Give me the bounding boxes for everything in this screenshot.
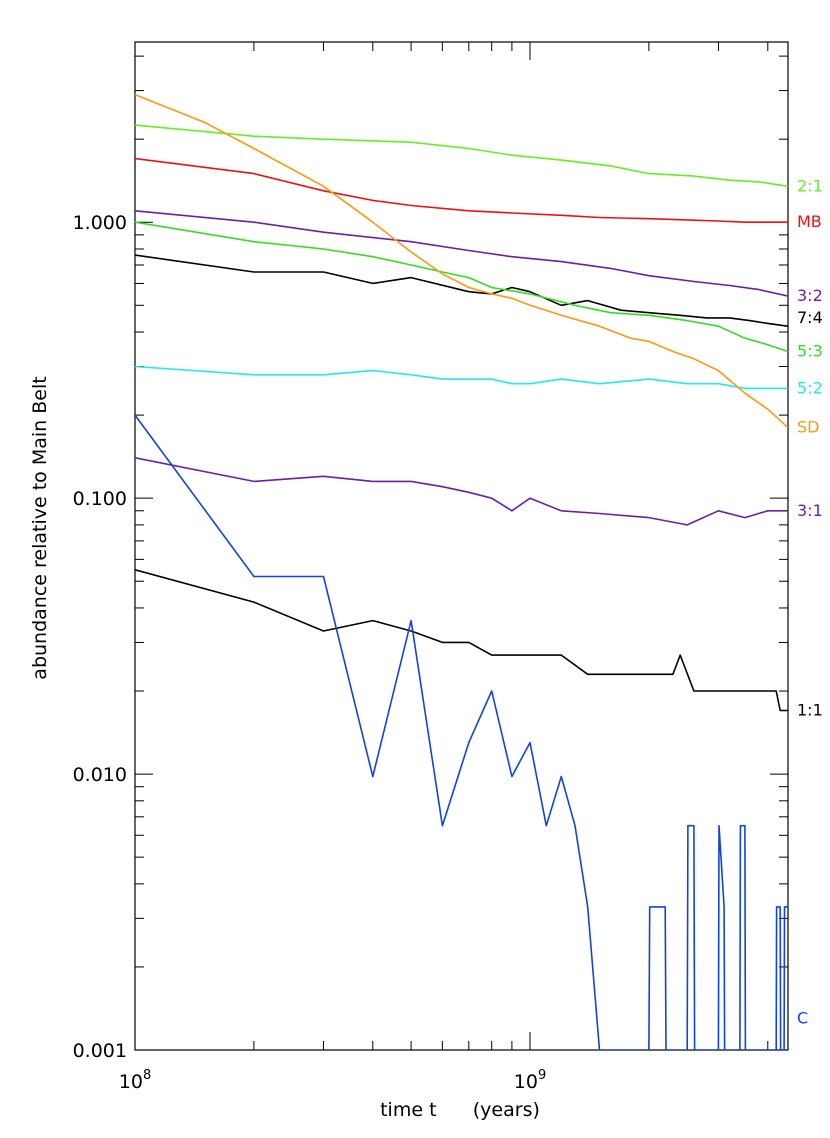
tick-labels: 0.001 0.010 0.100 1.000 108 109: [73, 212, 547, 1093]
series-label-mb: MB: [797, 212, 822, 231]
series-line-7-4: [135, 254, 788, 327]
series-line-1-1: [135, 569, 788, 712]
x-tick-label: 108: [119, 1068, 151, 1093]
series-line-c: [135, 414, 788, 1050]
series-line-5-3: [135, 221, 788, 353]
series-label-3-2: 3:2: [797, 286, 823, 305]
y-tick-label: 1.000: [73, 212, 127, 234]
series-label-1-1: 1:1: [797, 700, 823, 719]
series-label-2-1: 2:1: [797, 176, 823, 195]
series-label-sd: SD: [797, 418, 819, 437]
series-line-sd: [135, 93, 788, 429]
series-label-3-1: 3:1: [797, 501, 823, 520]
series-line-2-1: [135, 124, 788, 188]
y-tick-label: 0.010: [73, 764, 127, 786]
x-axis-title: time t (years): [380, 1099, 540, 1121]
series-label-5-2: 5:2: [797, 378, 823, 397]
series-line-3-2: [135, 210, 788, 297]
series-labels: 2:1 MB 3:2 7:4 5:3 5:2 SD 3:1 1:1 C: [797, 176, 823, 1027]
y-tick-label: 0.100: [73, 488, 127, 510]
x-tick-label: 109: [514, 1068, 546, 1093]
series-line-5-2: [135, 365, 788, 390]
series-layer: [135, 93, 788, 1050]
axis-ticks: [134, 42, 788, 1051]
y-axis-title: abundance relative to Main Belt: [29, 376, 51, 679]
series-label-7-4: 7:4: [797, 308, 823, 327]
plot-frame: [134, 41, 789, 1051]
y-tick-label: 0.001: [73, 1040, 127, 1062]
series-line-3-1: [135, 457, 788, 526]
series-label-5-3: 5:3: [797, 342, 823, 361]
series-label-c: C: [797, 1009, 808, 1028]
series-line-mb: [135, 157, 788, 223]
